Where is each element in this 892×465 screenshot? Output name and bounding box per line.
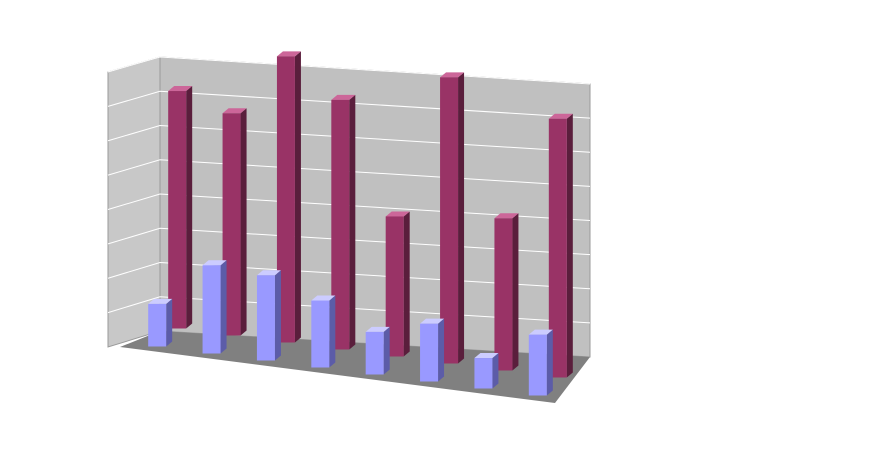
bar-series1-cat5-top bbox=[365, 326, 390, 332]
bar-series2-cat6-top bbox=[440, 72, 465, 78]
bar-series2-cat1 bbox=[168, 91, 187, 329]
bar-series1-cat4 bbox=[311, 300, 330, 368]
bar-series1-cat4-top bbox=[311, 295, 336, 301]
bar-series2-cat5 bbox=[385, 216, 404, 357]
bar-series2-cat8 bbox=[548, 118, 567, 378]
bar-series1-cat2 bbox=[202, 265, 221, 354]
bar-series2-cat7-top bbox=[494, 213, 519, 219]
floor bbox=[120, 331, 590, 403]
bar-series1-cat4-side bbox=[329, 295, 336, 368]
bar-series2-cat1-side bbox=[186, 86, 193, 329]
bar-series1-cat8-side bbox=[546, 329, 553, 396]
bar-series1-cat6 bbox=[420, 323, 439, 382]
bar-series2-cat8-top bbox=[548, 113, 573, 119]
bar-series1-cat8-top bbox=[528, 329, 553, 335]
chart-bars bbox=[148, 51, 573, 396]
bar-series1-cat5 bbox=[365, 331, 384, 375]
bar-series1-cat7-side bbox=[492, 353, 499, 389]
bar-series1-cat6-side bbox=[438, 318, 445, 382]
bar-series1-cat1 bbox=[148, 303, 167, 347]
bar-series1-cat2-top bbox=[202, 260, 227, 266]
bar-series2-cat4 bbox=[331, 99, 350, 350]
bar-series1-cat8 bbox=[528, 334, 547, 396]
bar-series2-cat3 bbox=[276, 56, 295, 343]
bar-series1-cat7-top bbox=[474, 353, 499, 359]
bar-series1-cat3-side bbox=[274, 270, 281, 361]
bar-series2-cat6-side bbox=[458, 72, 465, 364]
bar-series2-cat2-side bbox=[240, 108, 247, 336]
bar-series2-cat3-side bbox=[294, 51, 301, 343]
bar-series1-cat2-side bbox=[220, 260, 227, 354]
bar-series1-cat3-top bbox=[256, 270, 281, 276]
bar-series2-cat7-side bbox=[512, 213, 519, 371]
bar-series1-cat7 bbox=[474, 358, 493, 389]
bar-series2-cat5-top bbox=[385, 211, 410, 217]
bar-series1-cat6-top bbox=[420, 318, 445, 324]
bar-series2-cat4-top bbox=[331, 94, 356, 100]
bar-series2-cat2 bbox=[222, 113, 241, 336]
bar-series2-cat1-top bbox=[168, 86, 193, 92]
bar-series2-cat6 bbox=[440, 77, 459, 364]
bar-series1-cat3 bbox=[256, 275, 275, 361]
bar-series2-cat4-side bbox=[349, 94, 356, 350]
bar-series1-cat1-side bbox=[166, 298, 173, 347]
bar-series2-cat8-side bbox=[566, 113, 573, 378]
bar-series2-cat2-top bbox=[222, 108, 247, 114]
bar-series2-cat7 bbox=[494, 218, 513, 371]
bar-series2-cat3-top bbox=[276, 51, 301, 57]
bar-series2-cat5-side bbox=[403, 211, 410, 357]
bar-series1-cat1-top bbox=[148, 298, 173, 304]
bar-series1-cat5-side bbox=[383, 326, 390, 375]
